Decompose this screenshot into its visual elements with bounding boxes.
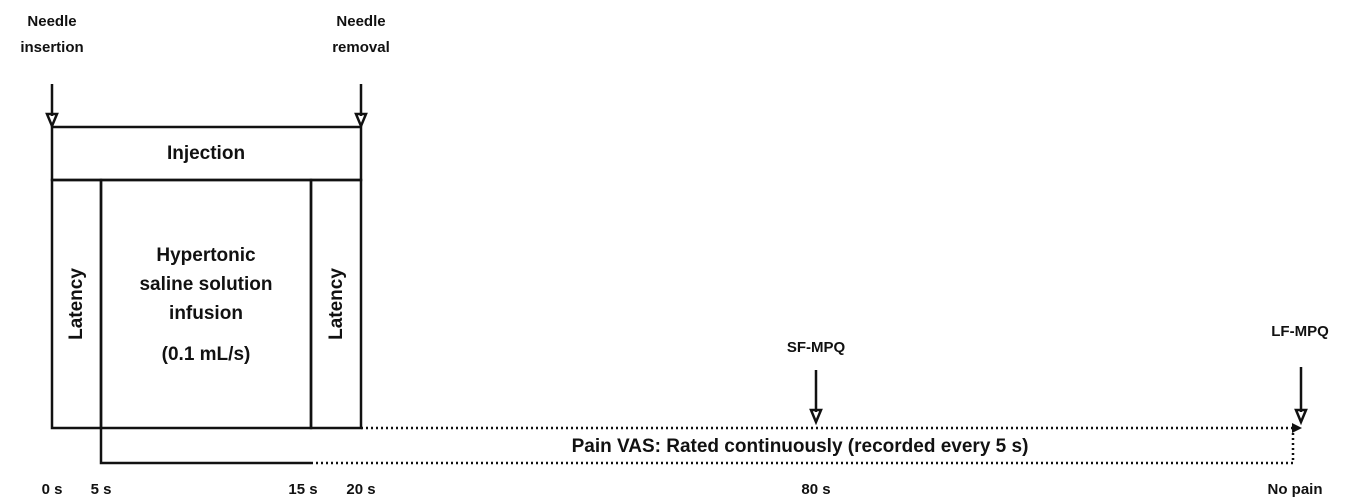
- phase-label: Latency: [66, 268, 87, 340]
- time-label: 0 s: [42, 481, 63, 498]
- dotted-line: [311, 430, 1295, 465]
- event-label: SF-MPQ: [787, 339, 846, 356]
- time-label: No pain: [1268, 481, 1323, 498]
- time-label: 15 s: [288, 481, 317, 498]
- time-label: 20 s: [346, 481, 375, 498]
- event-label: Needle: [27, 13, 76, 30]
- latency-box: [309, 178, 363, 430]
- arrow: [1294, 367, 1308, 426]
- arrow: [354, 84, 368, 130]
- phase-label: Hypertonic: [156, 245, 256, 266]
- arrow: [45, 84, 59, 130]
- time-label: 5 s: [91, 481, 112, 498]
- phase-label: (0.1 mL/s): [162, 344, 251, 365]
- phase-label: Injection: [167, 143, 245, 164]
- event-label: Needle: [336, 13, 385, 30]
- vas-label: Pain VAS: Rated continuously (recorded e…: [572, 436, 1029, 457]
- phase-label: Latency: [326, 268, 347, 340]
- phase-label: saline solution: [139, 274, 272, 295]
- event-label: LF-MPQ: [1271, 323, 1329, 340]
- event-label: removal: [332, 39, 390, 56]
- bracket: [99, 428, 311, 465]
- event-label: insertion: [20, 39, 83, 56]
- time-label: 80 s: [801, 481, 830, 498]
- arrow: [809, 370, 823, 426]
- phase-label: infusion: [169, 303, 243, 324]
- arrowhead: [1292, 423, 1302, 433]
